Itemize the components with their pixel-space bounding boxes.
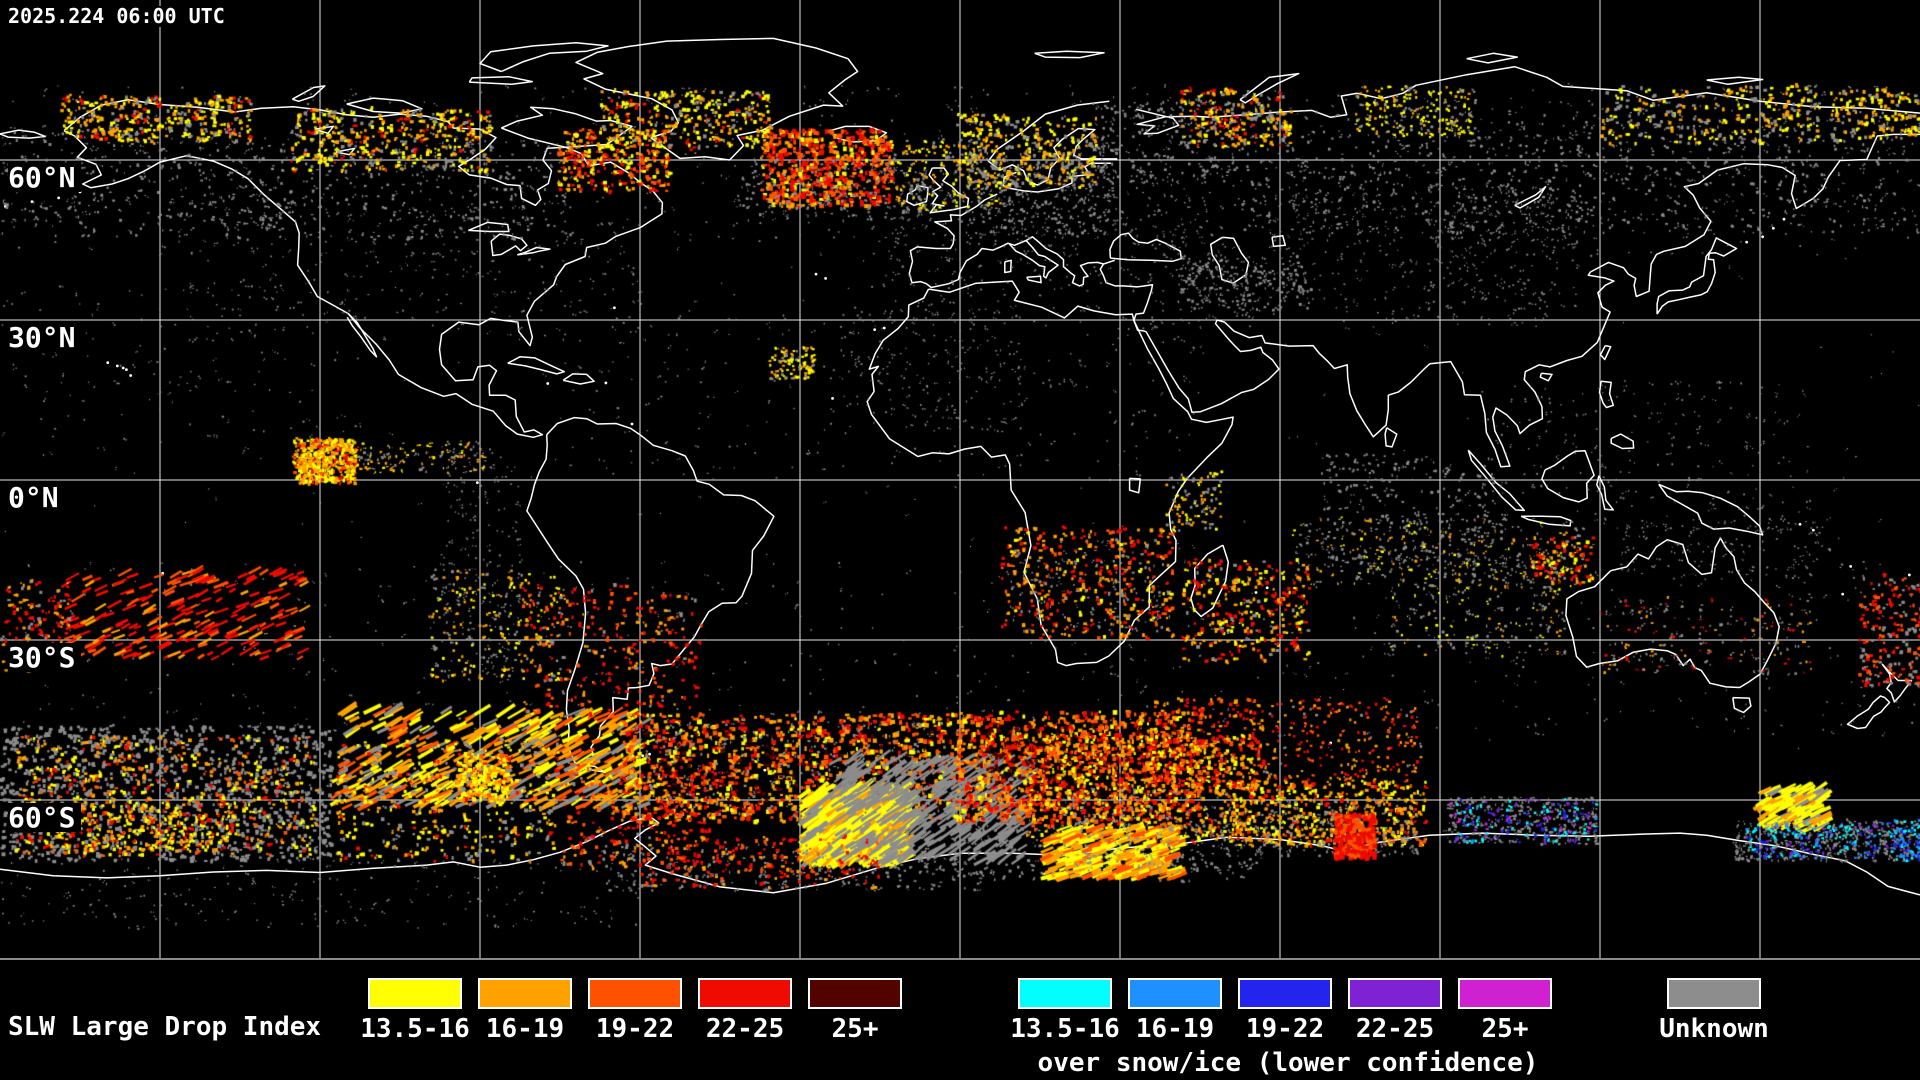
legend-item-slw-13.5-16: 13.5-16 [360,978,470,1044]
swatch-label: Unknown [1659,1014,1769,1044]
legend-item-slw-22-25: 22-25 [690,978,800,1044]
lat-label-60n: 60°N [8,163,82,192]
legend-item-snowice-22-25: 22-25 [1340,978,1450,1044]
swatch-label: 22-25 [1355,1014,1435,1044]
legend-item-slw-16-19: 16-19 [470,978,580,1044]
swatch-label: 19-22 [595,1014,675,1044]
swatch-label: 25+ [1481,1014,1529,1044]
swatch-label: 19-22 [1245,1014,1325,1044]
swatch-snowice-13.5-16 [1018,978,1112,1009]
legend-caption-snowice: over snow/ice (lower confidence) [1037,1048,1539,1078]
swatch-slw-16-19 [478,978,572,1009]
swatch-label: 16-19 [1135,1014,1215,1044]
swatch-slw-25plus [808,978,902,1009]
legend-item-snowice-19-22: 19-22 [1230,978,1340,1044]
lat-label-60s: 60°S [8,803,82,832]
legend-item-slw-25plus: 25+ [800,978,910,1044]
legend-title-slw: SLW Large Drop Index [8,1012,322,1042]
legend-item-unknown: Unknown [1659,978,1769,1044]
swatch-label: 22-25 [705,1014,785,1044]
swatch-unknown [1667,978,1761,1009]
timestamp-label: 2025.224 06:00 UTC [8,6,231,27]
swatch-snowice-16-19 [1128,978,1222,1009]
swatch-slw-19-22 [588,978,682,1009]
slw-data-layer [0,0,1920,960]
swatch-slw-13.5-16 [368,978,462,1009]
swatch-slw-22-25 [698,978,792,1009]
lat-label-0n: 0°N [8,483,65,512]
lat-label-30s: 30°S [8,643,82,672]
legend-item-snowice-13.5-16: 13.5-16 [1010,978,1120,1044]
swatch-label: 13.5-16 [1010,1014,1120,1044]
world-map: 2025.224 06:00 UTC 60°N 30°N 0°N 30°S 60… [0,0,1920,960]
swatch-label: 16-19 [485,1014,565,1044]
legend-item-snowice-25plus: 25+ [1450,978,1560,1044]
swatch-snowice-19-22 [1238,978,1332,1009]
legend: SLW Large Drop Index 13.5-16 16-19 19-22… [0,960,1920,1080]
swatch-label: 25+ [831,1014,879,1044]
swatch-snowice-25plus [1458,978,1552,1009]
swatch-snowice-22-25 [1348,978,1442,1009]
swatch-label: 13.5-16 [360,1014,470,1044]
lat-label-30n: 30°N [8,323,82,352]
legend-item-slw-19-22: 19-22 [580,978,690,1044]
legend-item-snowice-16-19: 16-19 [1120,978,1230,1044]
